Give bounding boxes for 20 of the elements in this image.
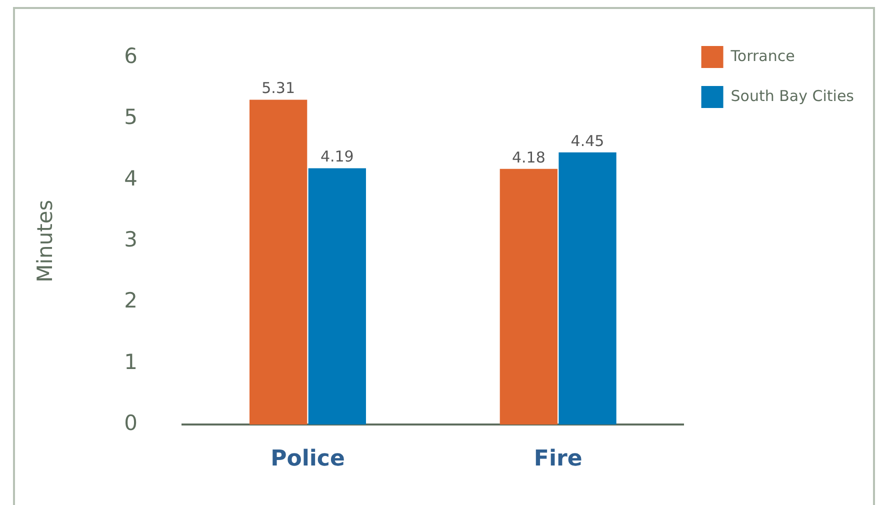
y-axis-title: Minutes (33, 200, 58, 282)
y-tick-label: 2 (124, 288, 138, 313)
y-tick-label: 5 (124, 105, 138, 130)
y-tick-label: 0 (124, 411, 138, 436)
y-tick-label: 6 (124, 44, 138, 68)
x-tick-label: Police (270, 446, 345, 472)
legend-label: Torrance (730, 46, 795, 65)
bar (558, 152, 616, 425)
data-label: 4.45 (570, 132, 604, 150)
bar (249, 100, 308, 425)
x-tick-label: Fire (534, 446, 582, 472)
y-tick-label: 4 (124, 166, 138, 190)
y-tick-label: 3 (124, 228, 138, 252)
data-label: 4.18 (512, 148, 546, 166)
data-label: 5.31 (262, 79, 296, 98)
data-label: 4.19 (320, 148, 354, 166)
y-tick-label: 1 (124, 350, 138, 374)
bar (500, 168, 558, 425)
legend-label: South Bay Cities (730, 86, 854, 105)
bar (308, 168, 366, 425)
